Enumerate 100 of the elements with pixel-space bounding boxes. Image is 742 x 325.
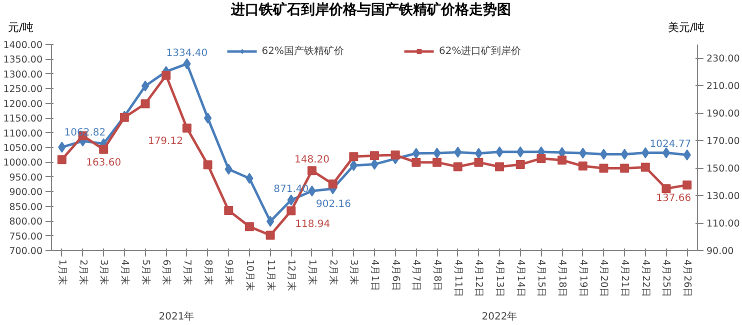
point	[370, 151, 379, 160]
x-tick-label: 2月末	[77, 260, 90, 286]
x-tick-label: 9月末	[223, 260, 236, 286]
point	[662, 147, 670, 158]
x-tick-label: 7月末	[181, 260, 194, 286]
legend-label: 62%进口矿到岸价	[439, 44, 522, 58]
y2-tick-label: 210.00	[706, 81, 740, 92]
point	[182, 124, 192, 133]
point	[578, 162, 588, 171]
y-axis-title: 元/吨	[8, 20, 34, 36]
point	[203, 160, 212, 170]
point	[662, 184, 671, 194]
point	[57, 155, 66, 164]
x-tick-label: 4月8日	[432, 260, 443, 292]
point	[682, 180, 692, 190]
y2-tick-label: 230.00	[706, 54, 740, 65]
point	[390, 150, 400, 160]
point	[140, 99, 150, 108]
x-tick-label: 11月末	[264, 260, 277, 292]
point	[224, 206, 234, 216]
point	[328, 180, 338, 189]
text: 2022年	[482, 310, 518, 322]
data-label: 179.12	[148, 136, 183, 148]
point	[536, 154, 546, 163]
x-tick-label: 8月末	[202, 260, 214, 286]
x-tick-label: 2月末	[327, 260, 340, 286]
x-tick-label: 1月末	[56, 260, 68, 286]
x-tick-label: 3月末	[98, 260, 110, 286]
x-tick-label: 4月20日	[598, 260, 610, 298]
x-tick-label: 3月末	[348, 260, 360, 286]
y-tick-label: 900.00	[9, 187, 43, 198]
y2-tick-label: 170.00	[706, 136, 740, 148]
y-tick-label: 1350.00	[3, 54, 43, 66]
point	[162, 70, 171, 80]
data-label: 148.20	[294, 154, 330, 166]
x-tick-label: 4月1日	[369, 260, 380, 292]
data-label: 902.16	[316, 199, 351, 210]
data-label: 163.60	[86, 157, 122, 168]
x-tick-label: 6月末	[160, 260, 173, 286]
data-label: 1024.77	[650, 138, 692, 150]
data-label: 1334.40	[166, 48, 208, 59]
x-tick-label: 5月末	[140, 260, 152, 286]
point	[307, 166, 316, 176]
point	[266, 216, 274, 227]
y-tick-label: 1150.00	[3, 114, 43, 125]
x-tick-label: 4月25日	[660, 260, 672, 298]
y-tick-label: 1400.00	[3, 40, 43, 51]
y2-tick-label: 150.00	[706, 164, 740, 175]
point	[474, 148, 483, 159]
point	[266, 230, 275, 240]
x-tick-label: 10月末	[244, 260, 256, 292]
data-label: 137.66	[656, 193, 692, 204]
point	[99, 144, 108, 154]
x-tick-label: 1月末	[306, 260, 318, 286]
y2-tick-label: 130.00	[706, 191, 740, 202]
text: 2021年	[158, 310, 194, 322]
point	[412, 158, 421, 167]
point	[141, 80, 150, 92]
x-tick-label: 4月末	[118, 260, 131, 286]
point	[286, 206, 296, 216]
y-tick-label: 1200.00	[3, 98, 43, 110]
y-tick-label: 1050.00	[3, 143, 43, 154]
x-tick-label: 12月末	[286, 260, 298, 292]
y-tick-label: 700.00	[9, 246, 43, 257]
point	[244, 222, 254, 232]
point	[453, 162, 462, 172]
point	[516, 160, 525, 170]
point	[349, 152, 358, 162]
y2-tick-label: 110.00	[706, 218, 740, 230]
point	[412, 148, 420, 159]
point	[474, 158, 484, 167]
point	[620, 164, 630, 173]
point	[432, 158, 442, 167]
x-tick-label: 4月11日	[452, 260, 464, 298]
point	[495, 162, 504, 172]
chart-title: 进口铁矿石到岸价格与国产铁精矿价格走势图	[231, 1, 511, 20]
point	[204, 112, 212, 124]
y-tick-label: 1000.00	[3, 158, 43, 169]
x-tick-label: 4月19日	[577, 260, 588, 298]
x-tick-label: 4月15日	[536, 260, 547, 298]
y-tick-label: 950.00	[9, 172, 43, 184]
y-tick-label: 1250.00	[3, 84, 43, 96]
x-tick-label: 4月26日	[682, 260, 693, 298]
y2-axis-title: 美元/吨	[668, 20, 705, 36]
y-tick-label: 750.00	[9, 231, 43, 242]
data-label: 118.94	[295, 218, 330, 230]
point	[599, 164, 608, 173]
point	[558, 156, 567, 165]
x-tick-label: 4月13日	[494, 260, 506, 298]
x-tick-label: 4月18日	[556, 260, 568, 298]
y2-tick-label: 90.00	[706, 246, 734, 257]
point	[600, 148, 608, 160]
y-tick-label: 850.00	[9, 202, 43, 213]
x-tick-label: 4月14日	[514, 260, 526, 298]
y-tick-label: 1300.00	[3, 69, 43, 80]
legend-label: 62%国产铁精矿价	[262, 44, 344, 58]
x-tick-label: 4月22日	[640, 260, 651, 298]
x-tick-label: 4月12日	[473, 260, 484, 298]
x-tick-label: 4月6日	[390, 260, 401, 292]
x-tick-label: 4月21日	[619, 260, 630, 298]
